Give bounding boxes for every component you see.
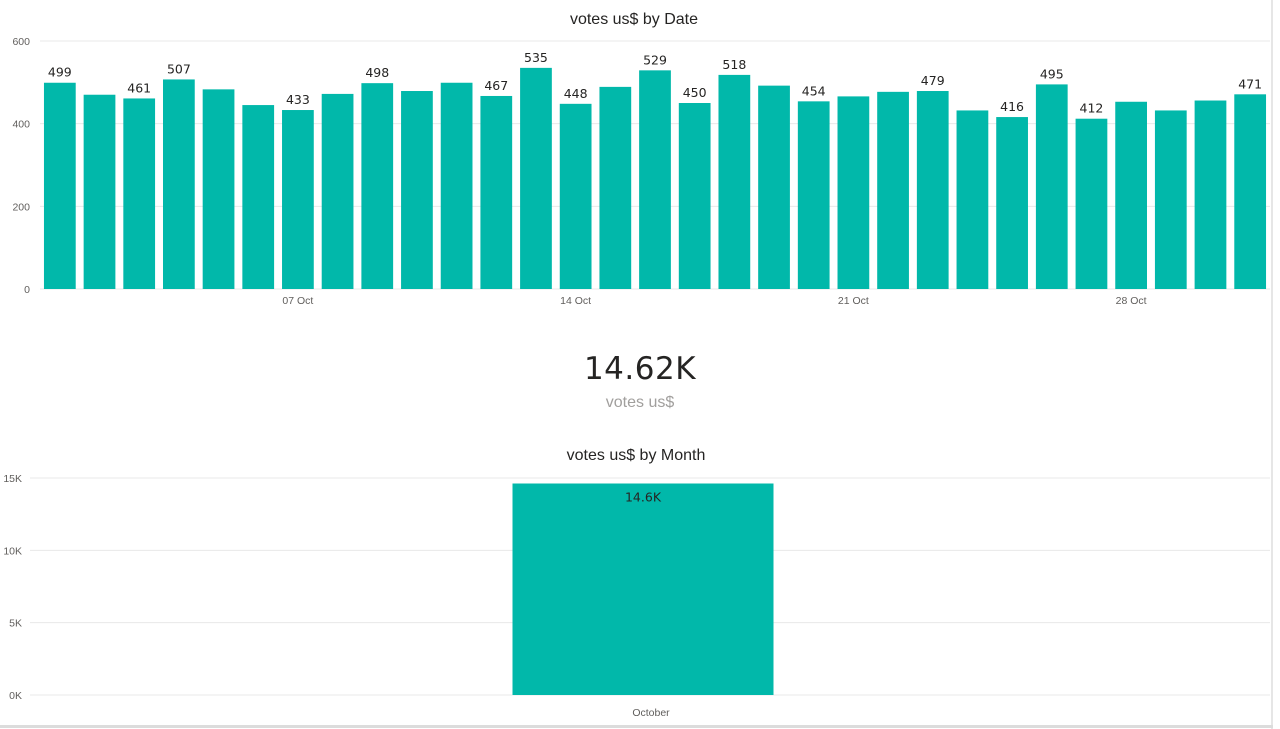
daily-bar[interactable] — [480, 95, 513, 290]
daily-bar[interactable] — [202, 89, 235, 289]
daily-data-label: 448 — [564, 86, 588, 101]
daily-bar[interactable] — [123, 98, 156, 289]
card-value: 14.62K — [583, 351, 697, 387]
daily-bar[interactable] — [996, 117, 1028, 289]
daily-bar[interactable] — [1194, 100, 1227, 290]
daily-data-label: 479 — [921, 73, 945, 88]
daily-data-label: 467 — [484, 78, 508, 93]
daily-bar[interactable] — [599, 86, 632, 289]
daily-bar[interactable] — [718, 74, 751, 289]
daily-x-tick-label: 21 Oct — [838, 295, 869, 307]
monthly-y-tick-label: 15K — [3, 473, 22, 485]
daily-bar[interactable] — [1115, 101, 1147, 289]
daily-bar[interactable] — [242, 105, 275, 289]
monthly-votes-chart-svg: votes us$ by Month 14.6K 0K 5K 10K 15K Octob… — [3, 447, 1270, 719]
daily-bar[interactable] — [956, 110, 989, 289]
monthly-votes-chart[interactable]: votes us$ by Month 14.6K 0K 5K 10K 15K Octob… — [0, 438, 1280, 725]
daily-y-tick-label: 600 — [12, 36, 30, 48]
daily-bar[interactable] — [837, 96, 870, 290]
daily-x-tick-label: 28 Oct — [1116, 295, 1147, 307]
daily-data-label: 495 — [1040, 66, 1064, 81]
daily-votes-chart[interactable]: votes us$ by Date 499 461 507 433 498 467 535 4… — [0, 0, 1280, 330]
daily-bar[interactable] — [83, 94, 116, 289]
report-edge-bottom — [0, 725, 1273, 728]
daily-y-tick-label: 0 — [24, 284, 30, 296]
daily-bar[interactable] — [1075, 118, 1108, 289]
daily-x-tick-label: 07 Oct — [282, 295, 313, 307]
daily-data-label: 507 — [167, 61, 191, 76]
daily-data-label: 454 — [802, 83, 826, 98]
daily-data-label: 471 — [1238, 76, 1262, 91]
daily-data-label: 433 — [286, 92, 310, 107]
daily-data-label: 518 — [722, 57, 746, 72]
daily-chart-title: votes us$ by Date — [570, 11, 698, 28]
monthly-bar[interactable] — [512, 483, 774, 695]
daily-bar[interactable] — [163, 79, 195, 289]
daily-bar[interactable] — [401, 91, 433, 289]
monthly-y-tick-label: 5K — [9, 618, 22, 630]
monthly-y-tick-label: 10K — [3, 545, 22, 557]
daily-bar[interactable] — [440, 82, 473, 289]
daily-bar[interactable] — [361, 83, 394, 289]
total-votes-card[interactable]: 14.62K votes us$ — [0, 340, 1280, 430]
daily-y-tick-label: 200 — [12, 201, 30, 213]
daily-bar[interactable] — [758, 85, 790, 289]
daily-bar[interactable] — [282, 110, 314, 289]
daily-bar[interactable] — [559, 103, 592, 290]
daily-data-label: 499 — [48, 65, 72, 80]
daily-bar[interactable] — [43, 82, 76, 289]
daily-bar[interactable] — [639, 70, 671, 289]
daily-y-tick-label: 400 — [12, 119, 30, 131]
daily-data-label: 498 — [365, 65, 389, 80]
daily-data-label: 529 — [643, 52, 667, 67]
daily-data-label: 535 — [524, 50, 548, 65]
daily-x-tick-label: 14 Oct — [560, 295, 591, 307]
daily-bar[interactable] — [1154, 110, 1187, 289]
daily-bar[interactable] — [1035, 84, 1068, 290]
daily-bar[interactable] — [520, 67, 552, 289]
monthly-y-tick-label: 0K — [9, 690, 22, 702]
daily-bar[interactable] — [877, 91, 909, 289]
daily-bar[interactable] — [797, 101, 830, 289]
daily-bar[interactable] — [321, 93, 354, 289]
daily-votes-chart-svg: votes us$ by Date 499 461 507 433 498 467 535 4… — [12, 11, 1270, 307]
monthly-chart-title: votes us$ by Month — [567, 447, 706, 464]
report-edge-right — [1271, 0, 1273, 729]
daily-bar[interactable] — [916, 91, 949, 289]
card-label: votes us$ — [605, 394, 675, 411]
daily-bar[interactable] — [678, 103, 711, 289]
daily-data-label: 412 — [1080, 101, 1104, 116]
monthly-data-label: 14.6K — [625, 489, 662, 504]
monthly-x-tick-label: October — [632, 707, 670, 719]
daily-data-label: 450 — [683, 85, 707, 100]
daily-bar[interactable] — [1234, 94, 1267, 289]
daily-data-label: 416 — [1000, 99, 1024, 114]
daily-data-label: 461 — [127, 80, 151, 95]
